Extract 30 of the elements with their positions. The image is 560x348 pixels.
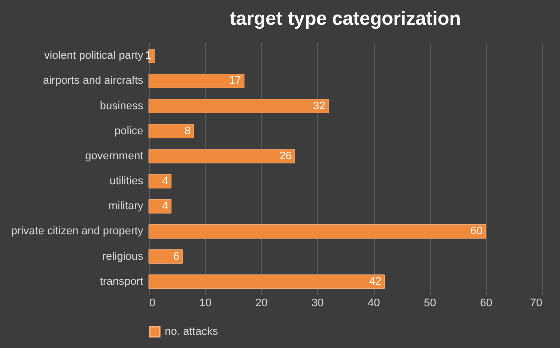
data-label: 1 [145,50,152,62]
x-tick-label: 0 [150,298,156,310]
data-label: 4 [162,176,168,188]
data-label: 6 [174,250,180,263]
data-label: 17 [229,75,242,88]
y-tick-label: private citizen and property [11,226,144,238]
data-label: 42 [370,276,382,288]
x-tick-label: 70 [530,298,542,310]
data-label: 4 [162,200,168,213]
x-tick-label: 50 [424,298,436,310]
data-label: 60 [470,226,483,238]
chart-title: target type categorization [230,9,462,30]
y-tick-label: religious [102,250,144,263]
x-tick-label: 20 [256,298,268,310]
x-tick-label: 40 [368,298,380,310]
y-tick-label: violent political party [44,50,144,62]
y-tick-label: airports and aircrafts [43,75,144,88]
data-label: 8 [184,125,191,138]
y-tick-label: business [100,100,144,112]
x-tick-label: 30 [312,298,324,310]
x-tick-label: 10 [200,298,212,310]
y-tick-label: police [114,125,144,138]
legend-label: no. attacks [165,326,219,338]
data-label: 26 [280,150,292,162]
y-tick-label: transport [100,276,144,288]
y-tick-label: military [108,200,144,213]
y-tick-label: utilities [110,176,144,188]
x-tick-label: 60 [480,298,492,310]
data-label: 32 [313,100,326,112]
y-tick-label: government [85,150,144,162]
